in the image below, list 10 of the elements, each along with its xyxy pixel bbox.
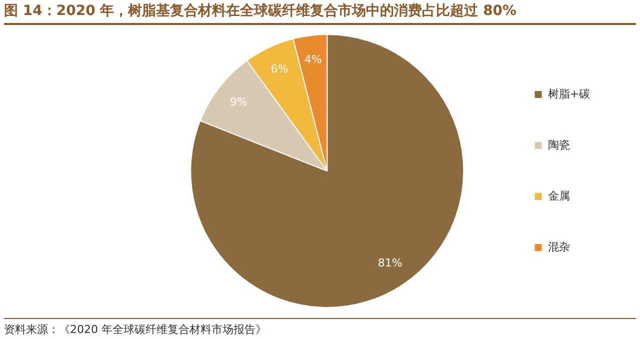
data-label: 6% [270, 62, 288, 76]
data-label: 4% [304, 52, 322, 66]
legend-label: 金属 [548, 189, 570, 202]
data-label: 81% [378, 256, 402, 270]
chart-title: 图 14：2020 年，树脂基复合材料在全球碳纤维复合市场中的消费占比超过 80% [4, 2, 636, 25]
legend-label: 树脂+碳 [548, 87, 590, 100]
legend-label: 陶瓷 [548, 138, 570, 152]
text: 资料来源：《2020 年全球碳纤维复合材料市场报告》 [4, 318, 636, 337]
data-label: 9% [230, 95, 248, 108]
legend-label: 混杂 [548, 240, 570, 254]
